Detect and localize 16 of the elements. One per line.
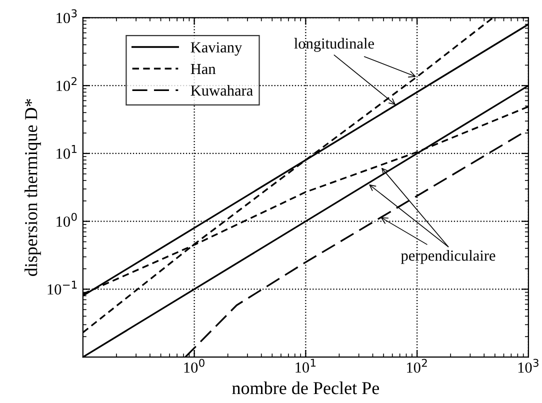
y-axis-title: dispersion thermique D*	[24, 99, 41, 276]
annotation: longitudinale	[294, 38, 374, 52]
x-tick-label: 10$^{3}$	[518, 358, 538, 373]
y-tick-label: 10$^{1}$	[56, 145, 77, 159]
legend-label: Han	[190, 64, 216, 74]
annotation: perpendiculaire	[400, 250, 496, 264]
x-tick-label: 10$^{0}$	[184, 358, 204, 373]
y-tick-label: 10$^{2}$	[56, 77, 76, 92]
y-tick-label: 10$^{3}$	[56, 9, 77, 24]
x-tick-label: 10$^{2}$	[407, 358, 427, 373]
y-tick-label: 10$^{0}$	[56, 212, 77, 227]
y-tick-label: 10$^{−1}$	[48, 280, 77, 295]
x-tick-label: 10$^{1}$	[296, 358, 316, 373]
legend-label: Kaviany	[190, 42, 242, 56]
x-axis-title: nombre de Peclet Pe	[232, 382, 380, 394]
legend-label: Kuwahara	[190, 84, 253, 96]
